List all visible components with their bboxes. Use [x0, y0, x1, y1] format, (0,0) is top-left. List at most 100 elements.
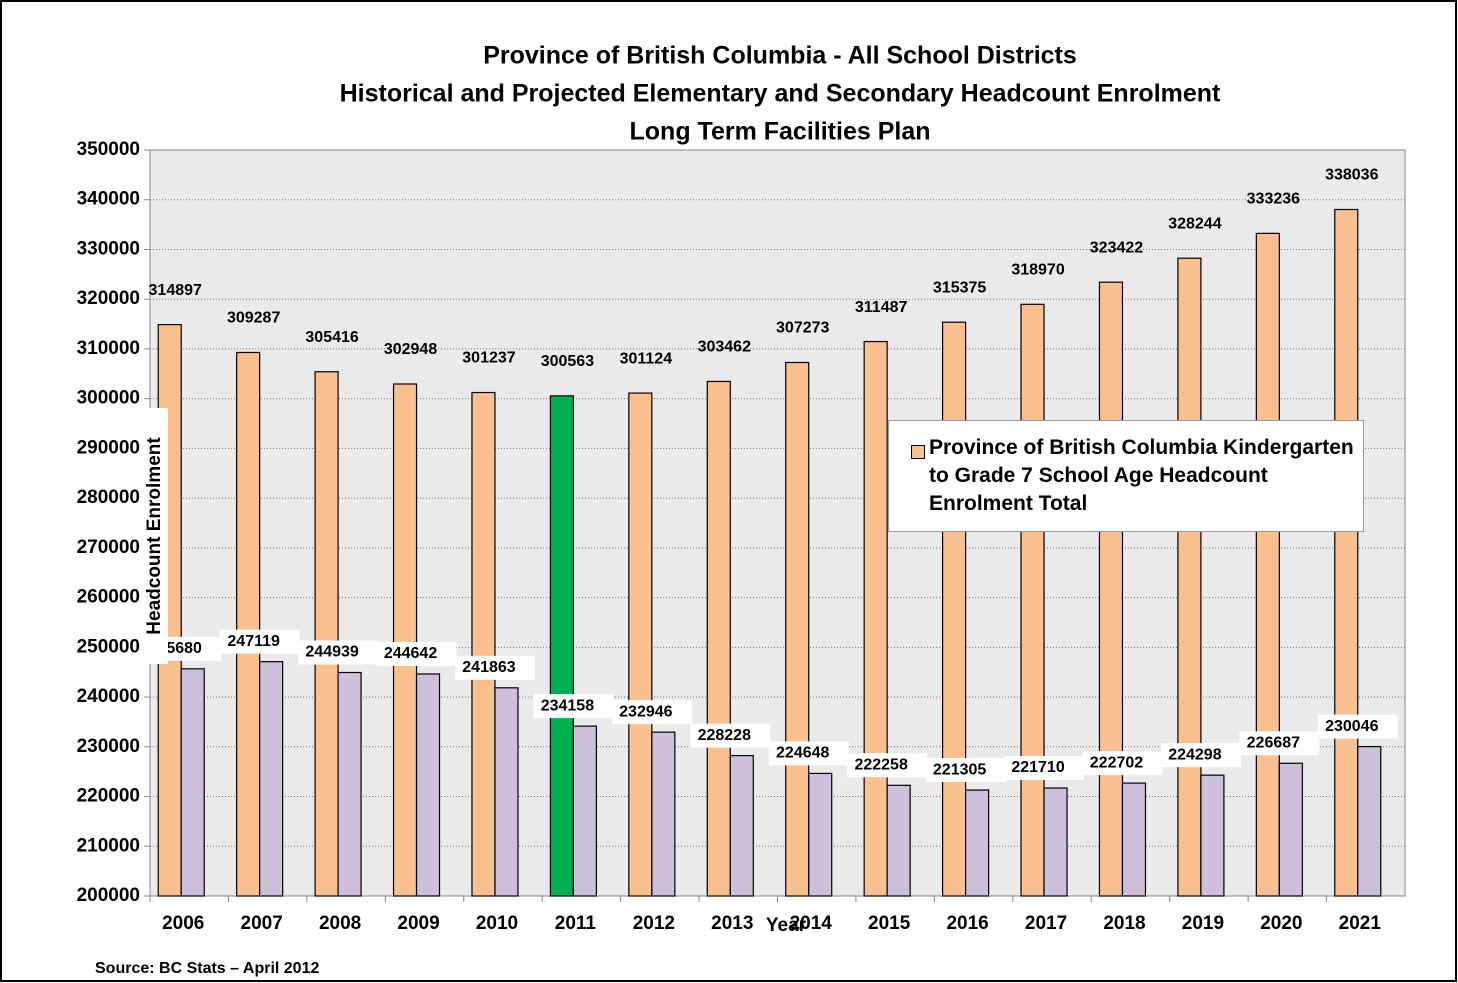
data-label-bg: [298, 640, 379, 665]
y-tick-label: 200000: [77, 885, 140, 906]
x-tick-label: 2016: [946, 913, 988, 934]
y-tick-label: 320000: [77, 288, 140, 309]
bar: [1020, 303, 1045, 897]
x-tick-label: 2019: [1182, 913, 1224, 934]
data-label: 311487: [855, 299, 908, 316]
data-label: 301237: [462, 350, 515, 367]
bar: [236, 351, 261, 897]
x-tick-label: 2013: [711, 913, 753, 934]
bar: [1121, 782, 1147, 897]
y-tick-label: 290000: [77, 437, 140, 458]
legend-label: Province of British Columbia Kindergarte…: [929, 436, 1354, 515]
data-label: 234158: [541, 697, 594, 714]
data-label-bg: [611, 700, 692, 725]
y-tick-label: 270000: [77, 537, 140, 558]
data-label-bg: [768, 741, 849, 766]
chart-title: Province of British Columbia - All Schoo…: [483, 42, 1077, 70]
x-tick-label: 2008: [319, 913, 361, 934]
data-label-bg: [1082, 751, 1163, 776]
bar: [628, 392, 653, 897]
x-tick-label: 2021: [1339, 913, 1382, 934]
bar: [572, 725, 598, 897]
y-tick-label: 240000: [77, 686, 140, 707]
y-label-bg: [142, 408, 168, 664]
data-label: 222702: [1090, 754, 1143, 771]
data-label: 226687: [1247, 734, 1300, 751]
chart-title: Historical and Projected Elementary and …: [340, 80, 1221, 108]
data-label: 301124: [620, 350, 673, 367]
y-tick-label: 250000: [77, 636, 140, 657]
bar: [729, 755, 754, 897]
data-label: 328244: [1168, 215, 1221, 232]
y-tick-label: 260000: [77, 587, 140, 608]
y-axis-label: Headcount Enrolment: [144, 437, 165, 635]
data-label: 300563: [541, 353, 594, 370]
bar: [337, 671, 362, 897]
data-label: 247119: [227, 633, 280, 650]
data-label: 241863: [462, 659, 515, 676]
bar: [1357, 745, 1382, 897]
bar: [471, 391, 496, 897]
data-label-bg: [376, 641, 457, 666]
data-label: 309287: [227, 310, 280, 327]
bar: [785, 361, 810, 897]
bar: [1334, 208, 1359, 897]
bar: [1098, 281, 1124, 897]
x-tick-label: 2010: [476, 913, 518, 934]
bar: [494, 687, 519, 897]
data-label: 230046: [1325, 718, 1378, 735]
legend: Province of British Columbia Kindergarte…: [888, 420, 1364, 532]
data-label: 305416: [305, 329, 358, 346]
bar: [886, 784, 911, 897]
y-tick-label: 310000: [77, 338, 140, 359]
bar: [651, 731, 676, 897]
bar: [1278, 762, 1303, 897]
bar: [180, 668, 205, 897]
y-tick-label: 280000: [77, 487, 140, 508]
data-label: 221305: [933, 761, 986, 778]
data-label-bg: [454, 655, 535, 680]
data-label: 338036: [1325, 167, 1378, 184]
data-label-bg: [219, 629, 300, 654]
y-tick-label: 210000: [77, 835, 140, 856]
bar: [863, 340, 888, 897]
x-axis-label: Year: [766, 915, 807, 936]
data-label-bg: [847, 753, 928, 778]
data-label: 333236: [1247, 191, 1300, 208]
bar: [1255, 232, 1280, 897]
data-label: 244642: [384, 645, 437, 662]
data-label: 222258: [854, 757, 907, 774]
bar: [1177, 257, 1202, 897]
x-tick-label: 2018: [1103, 913, 1145, 934]
bar: [1200, 774, 1225, 897]
data-label-bg: [1160, 743, 1241, 768]
data-label: 244939: [305, 644, 358, 661]
bar: [941, 321, 967, 897]
data-label-bg: [533, 694, 614, 719]
x-tick-label: 2011: [555, 913, 597, 934]
data-label: 302948: [384, 341, 437, 358]
x-tick-label: 2015: [868, 913, 911, 934]
data-label-bg: [1317, 714, 1398, 739]
data-label-bg: [1004, 756, 1085, 781]
x-tick-label: 2006: [162, 913, 204, 934]
y-tick-label: 330000: [77, 238, 140, 259]
data-label-bg: [1239, 731, 1320, 756]
bar: [1043, 787, 1068, 897]
bar: [392, 383, 418, 897]
x-tick-label: 2009: [397, 913, 439, 934]
y-tick-label: 300000: [77, 388, 140, 409]
source: Source: BC Stats – April 2012: [95, 960, 319, 977]
data-label: 221710: [1011, 759, 1064, 776]
chart-title: Long Term Facilities Plan: [630, 118, 931, 146]
data-label: 303462: [698, 339, 751, 356]
y-tick-label: 350000: [77, 139, 140, 160]
x-tick-label: 2020: [1260, 913, 1302, 934]
data-label: 318970: [1011, 262, 1064, 279]
x-tick-label: 2007: [241, 913, 283, 934]
x-tick-label: 2012: [633, 913, 675, 934]
data-label: 307273: [776, 320, 829, 337]
bar: [314, 371, 339, 897]
